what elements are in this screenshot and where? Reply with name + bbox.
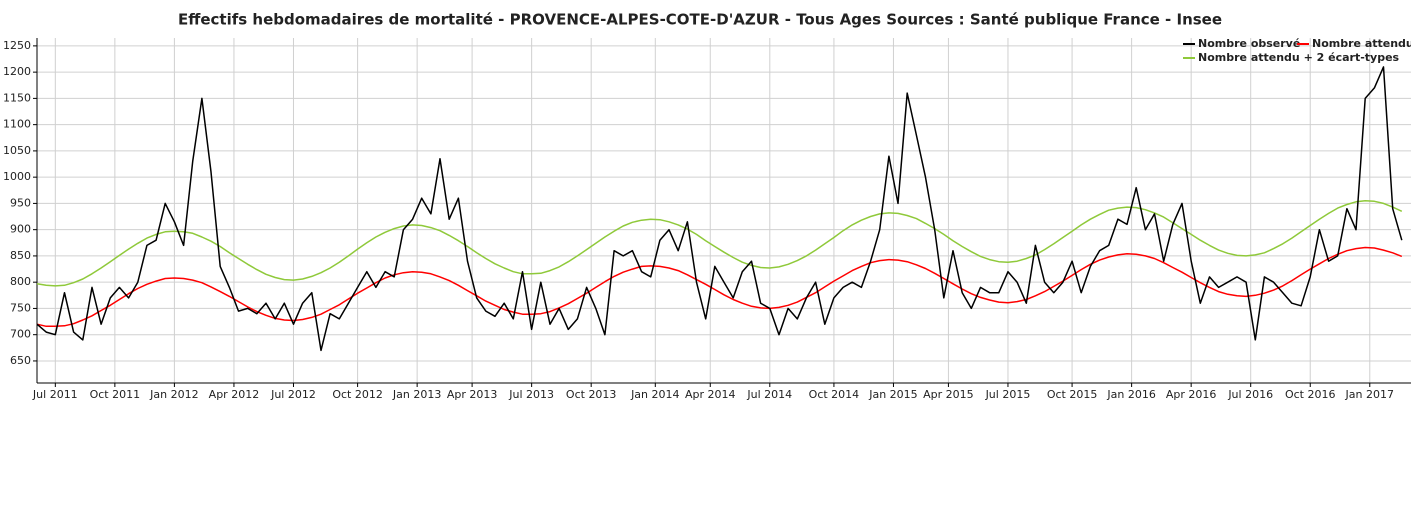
x-tick-label: Apr 2015: [923, 388, 974, 401]
x-tick-label: Jul 2013: [508, 388, 554, 401]
x-tick-label: Jan 2014: [630, 388, 679, 401]
y-tick-label: 900: [10, 223, 31, 236]
y-tick-label: 1200: [3, 65, 31, 78]
x-tick-label: Jul 2012: [270, 388, 316, 401]
x-tick-label: Apr 2016: [1166, 388, 1217, 401]
chart-title: Effectifs hebdomadaires de mortalité - P…: [178, 11, 1222, 29]
legend-label: Nombre observé: [1198, 37, 1300, 50]
y-tick-label: 800: [10, 275, 31, 288]
x-tick-label: Oct 2012: [332, 388, 383, 401]
x-tick-label: Jul 2015: [985, 388, 1031, 401]
x-tick-label: Jul 2014: [746, 388, 792, 401]
y-tick-label: 1250: [3, 39, 31, 52]
series-line: [36, 200, 1403, 287]
x-tick-label: Oct 2015: [1047, 388, 1098, 401]
x-tick-label: Apr 2012: [209, 388, 260, 401]
y-tick-label: 1050: [3, 144, 31, 157]
x-tick-label: Jan 2012: [149, 388, 198, 401]
legend-label: Nombre attendu + 2 écart-types: [1198, 51, 1400, 64]
legend-label: Nombre attendu: [1312, 37, 1411, 50]
x-tick-label: Jan 2016: [1106, 388, 1155, 401]
y-tick-label: 700: [10, 328, 31, 341]
x-tick-label: Jul 2016: [1227, 388, 1273, 401]
x-tick-label: Apr 2013: [447, 388, 498, 401]
x-tick-label: Jan 2015: [868, 388, 917, 401]
x-tick-label: Jan 2013: [392, 388, 441, 401]
x-tick-label: Oct 2011: [90, 388, 141, 401]
x-tick-label: Jan 2017: [1345, 388, 1394, 401]
y-tick-label: 1150: [3, 91, 31, 104]
y-tick-label: 950: [10, 196, 31, 209]
x-tick-label: Oct 2016: [1285, 388, 1336, 401]
y-tick-label: 1000: [3, 170, 31, 183]
series-line: [36, 246, 1403, 328]
y-tick-label: 650: [10, 354, 31, 367]
y-tick-label: 850: [10, 249, 31, 262]
x-tick-label: Oct 2013: [566, 388, 617, 401]
y-tick-label: 750: [10, 301, 31, 314]
series-line: [36, 66, 1403, 352]
x-tick-label: Oct 2014: [809, 388, 860, 401]
y-tick-label: 1100: [3, 118, 31, 131]
x-tick-label: Jul 2011: [32, 388, 78, 401]
x-tick-label: Apr 2014: [685, 388, 736, 401]
